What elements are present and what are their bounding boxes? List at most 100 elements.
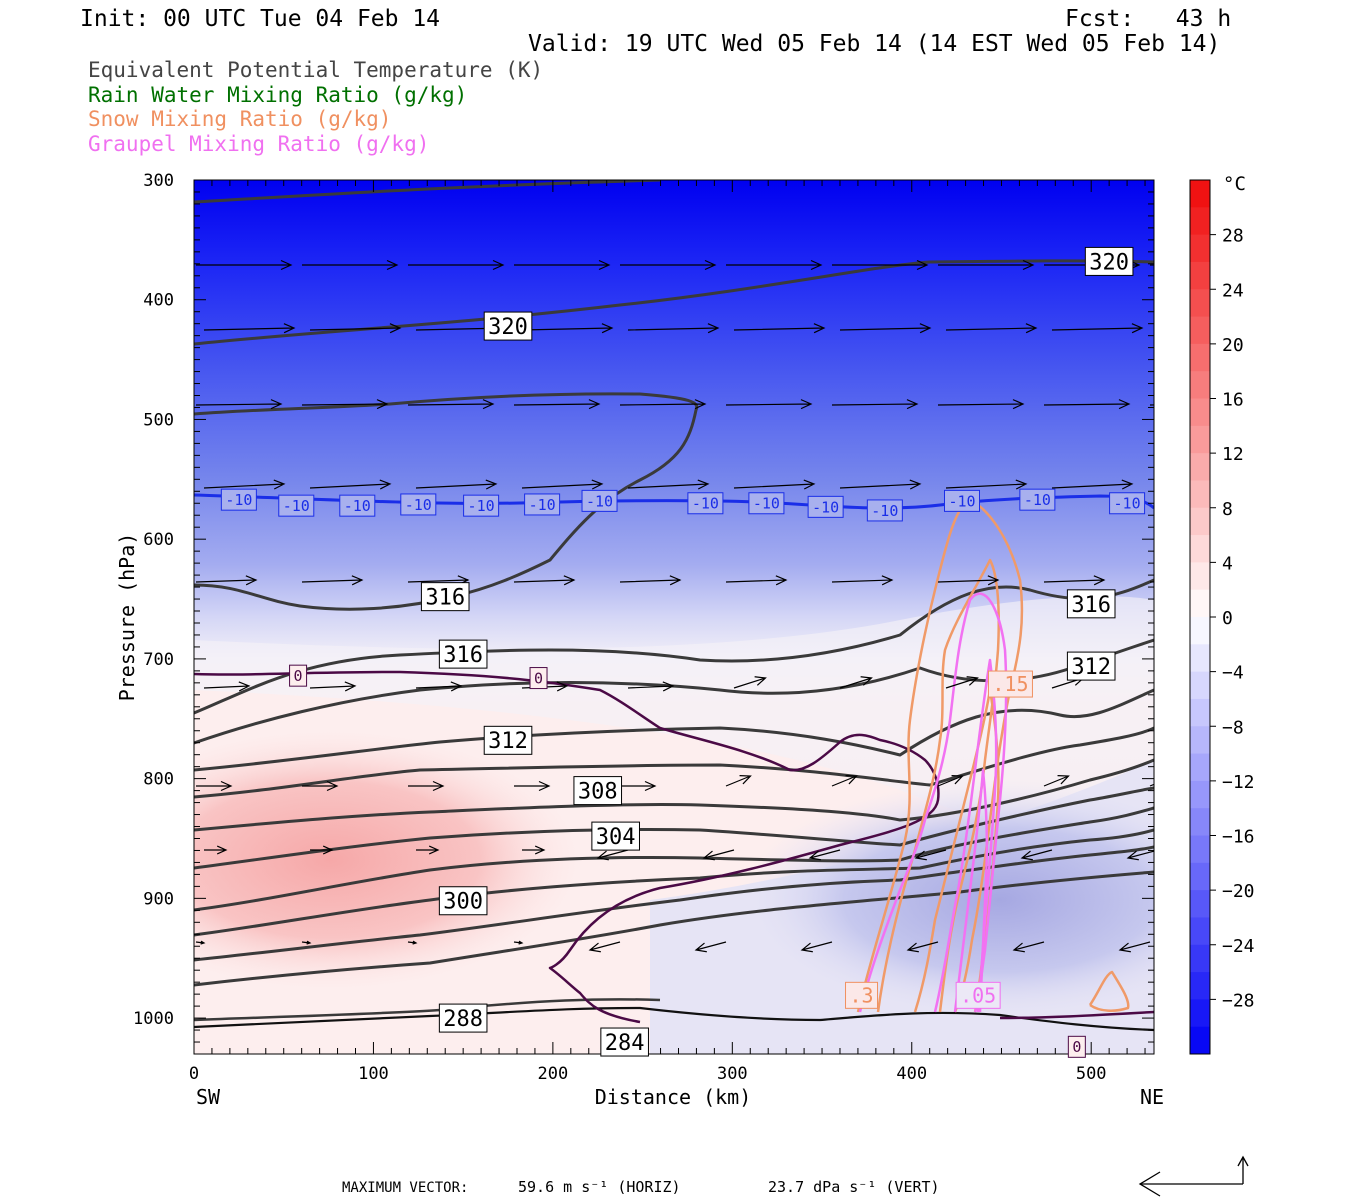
colorbar-tick-label: 28 [1222,226,1244,247]
wind-vector [725,775,752,787]
theta-e-contour [194,688,1154,772]
wind-vector [1126,850,1154,861]
colorbar-bin [1190,425,1210,454]
colorbar-tick-label: −24 [1222,936,1255,957]
graupel-mixing-contour [953,768,989,1013]
colorbar-tick-label: 20 [1222,335,1244,356]
theta-e-label: 308 [578,780,618,805]
wind-vector [945,676,979,689]
wind-vector [302,780,339,792]
colorbar-bin [1190,180,1210,208]
theta-e-label-box [600,1027,649,1057]
isotherm-label-box [1019,488,1056,511]
wind-vector [620,259,717,271]
colorbar-bin [1190,835,1210,864]
wind-vector [702,849,735,861]
wind-vector [309,681,357,692]
wind-vector [627,681,675,692]
wind-vector [839,479,922,490]
wind-vector [937,775,964,787]
graupel-mixing-contour [858,592,1008,1013]
colorbar-tick-label: −12 [1222,772,1255,793]
theta-e-contour [194,1006,1154,1032]
wind-vector [1043,775,1070,787]
wind-vector [831,775,858,787]
wind-vector [203,323,296,334]
isotherm-label: -10 [1114,495,1141,513]
colorbar-unit: °C [1223,173,1246,195]
wind-vector [310,845,334,855]
theta-e-contour [194,828,1154,937]
snow-mixing-contour [856,498,1024,1013]
colorbar-bin [1190,780,1210,809]
y-tick-label: 700 [143,650,174,670]
theta-e-label-box [1084,246,1134,276]
x-tick-label: 400 [896,1064,927,1084]
colorbar-tick-label: 24 [1222,280,1244,301]
wind-vector [831,575,894,586]
wind-vector [514,780,551,792]
wind-vector [627,479,710,490]
wind-vector [1012,941,1045,953]
wind-vector [301,399,389,410]
isotherm-label-box [748,492,785,515]
colorbar-bin [1190,917,1210,946]
y-axis-label: Pressure (hPa) [115,533,139,702]
colorbar-bin [1190,698,1210,727]
colorbar-bin [1190,234,1210,263]
wind-vector [301,940,312,945]
isotherm-label: -10 [692,495,719,513]
temperature-shading [194,180,1154,1054]
wind-vector [203,479,286,490]
zero-isotherm-label: 0 [1072,1038,1081,1056]
theta-e-label-box [483,725,533,755]
wind-vector [309,323,402,334]
isotherm-label-box [944,489,980,512]
theta-e-label-box [438,886,488,916]
wind-vector [906,941,939,953]
theta-e-label: 312 [1071,655,1111,680]
x-tick-label: 500 [1076,1064,1107,1084]
theta-e-label-box [420,582,470,612]
y-tick-label: 400 [143,291,174,311]
zero-isotherm [999,1010,1154,1020]
theta-e-label: 316 [425,586,465,611]
wind-vector [195,399,283,410]
theta-e-contour [194,786,1154,870]
isotherm-label: -10 [812,498,839,516]
wind-vector [733,676,767,689]
isotherm-label: -10 [1024,491,1051,509]
wind-vector [1020,849,1053,861]
theta-e-label: 320 [488,315,528,340]
isotherm-label-box [807,495,844,518]
zero-isotherm-label: 0 [294,667,303,685]
x-tick-label: 200 [538,1064,569,1084]
snow-label: .15 [992,672,1028,696]
colorbar-bin [1190,316,1210,345]
zero-isotherm [194,670,940,1024]
snow-mixing-contour [876,558,1000,1013]
colorbar-bin [1190,1026,1210,1055]
wind-vector [1043,399,1131,410]
colorbar-tick-label: 8 [1222,499,1233,520]
wind-vector [831,399,919,410]
wind-vector [725,399,813,410]
snow-label-box [987,670,1033,698]
colorbar-tick-label: 4 [1222,553,1233,574]
wind-vector [945,323,1038,334]
theta-e-label-box [1066,651,1116,681]
colorbar: 28 24 20 16 12 8 4 0 −4 −8 −12 −16 −20 −24 −28 [1189,179,1255,1055]
wind-vector [196,780,233,792]
x-tick-label: 0 [189,1064,199,1084]
theta-e-contour [194,578,1154,715]
wind-vector [196,259,293,271]
theta-e-contour [194,758,1154,832]
theta-e-contour [194,726,1154,799]
init-time: Init: 00 UTC Tue 04 Feb 14 [80,6,441,32]
wind-vector [522,845,546,855]
sw-label: SW [196,1085,221,1109]
wind-vector [945,479,1028,490]
theta-e-label-box [591,821,640,851]
colorbar-bin [1190,726,1210,755]
wind-vector [415,479,498,490]
